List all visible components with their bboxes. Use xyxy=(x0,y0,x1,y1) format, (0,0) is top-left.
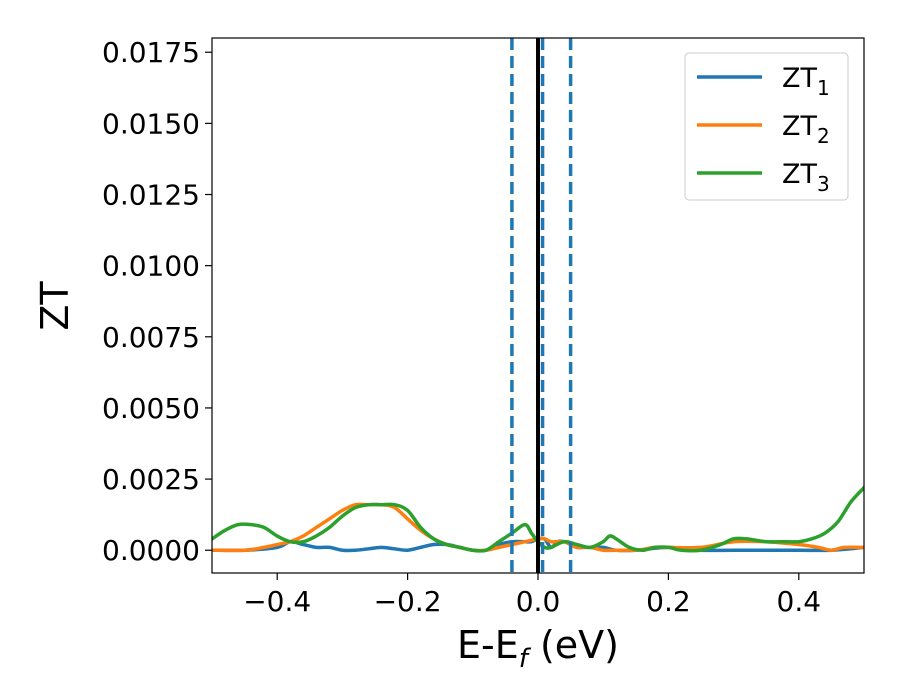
reference-lines xyxy=(510,38,573,573)
x-tick-label: 0.2 xyxy=(646,585,691,618)
x-tick-label: −0.2 xyxy=(374,585,442,618)
y-tick-label: 0.0125 xyxy=(102,179,200,212)
y-axis-ticks: 0.0000 0.0025 0.0050 0.0075 0.0100 0.0125 0.01… xyxy=(102,36,212,567)
series-line-zt3 xyxy=(212,485,864,553)
y-axis-title: ZT xyxy=(33,281,77,331)
y-tick-label: 0.0175 xyxy=(102,36,200,69)
y-tick-label: 0.0100 xyxy=(102,250,200,283)
x-axis-title-unit: (eV) xyxy=(528,623,619,667)
series-lines xyxy=(212,485,864,553)
y-tick-label: 0.0150 xyxy=(102,107,200,140)
legend-box xyxy=(684,52,849,201)
x-tick-label: 0.4 xyxy=(777,585,822,618)
x-tick-label: 0.0 xyxy=(516,585,561,618)
legend-label-zt2: ZT2 xyxy=(782,111,830,148)
x-tick-label: −0.4 xyxy=(243,585,311,618)
x-axis-title: E-Ef (eV) xyxy=(457,623,619,674)
y-tick-label: 0.0025 xyxy=(102,463,200,496)
series-line-zt2 xyxy=(212,502,864,553)
legend-label-zt1: ZT1 xyxy=(782,63,830,100)
legend-label-zt3: ZT3 xyxy=(782,159,830,196)
y-tick-label: 0.0075 xyxy=(102,321,200,354)
y-tick-label: 0.0050 xyxy=(102,392,200,425)
x-axis-ticks: −0.4 −0.2 0.0 0.2 0.4 xyxy=(243,573,821,618)
y-tick-label: 0.0000 xyxy=(102,534,200,567)
legend: ZT1 ZT2 ZT3 xyxy=(684,52,849,201)
